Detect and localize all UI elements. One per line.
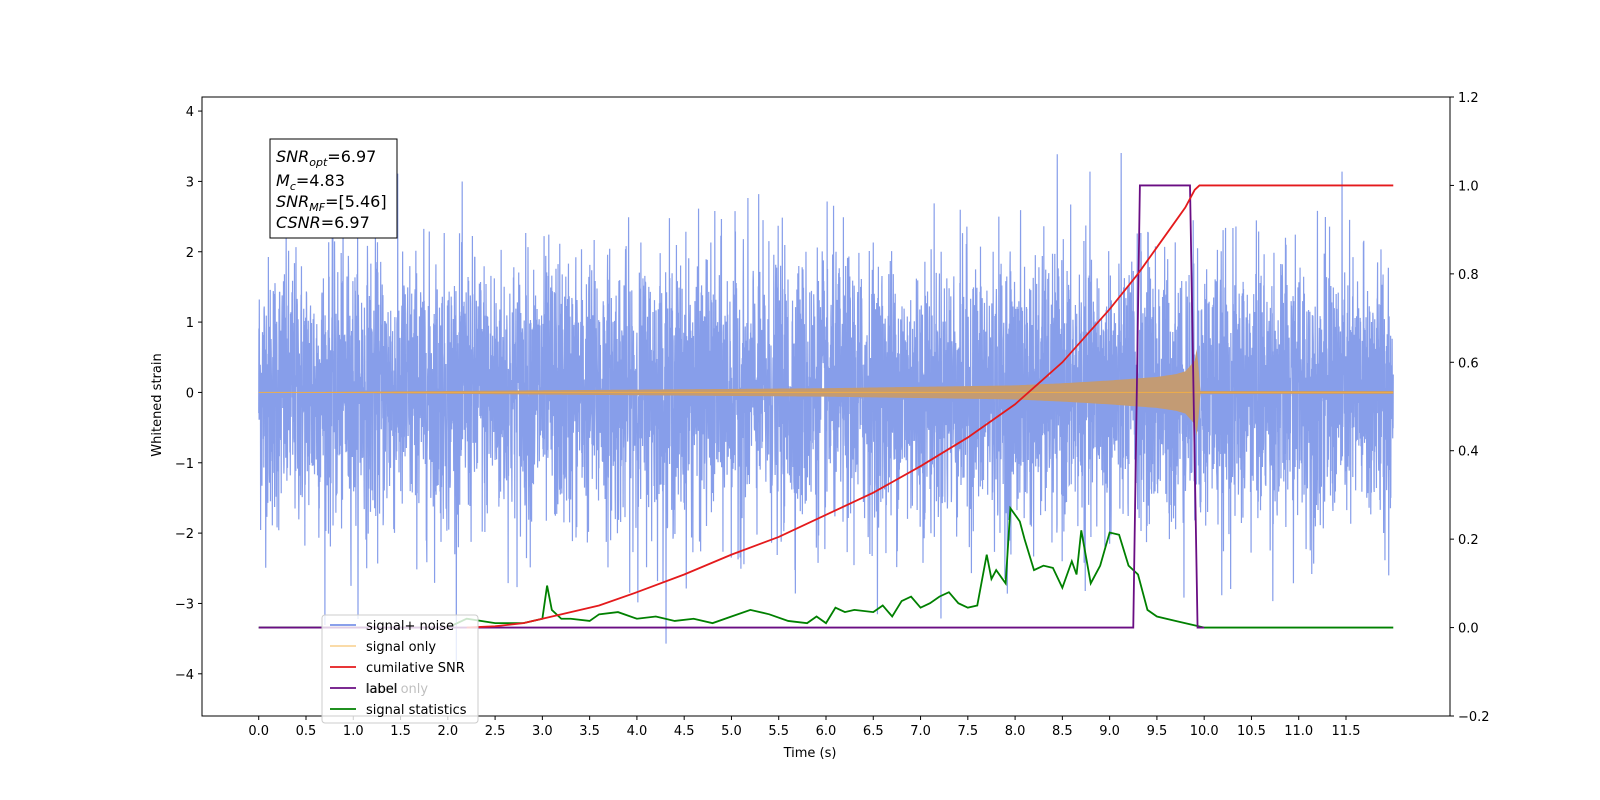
axis-ticks: 0.0 0.5 1.0 1.5 2.0 2.5 3.0 3.5 4.0 4.5 5.0 5.5 6.0 6… [175, 91, 1490, 739]
signal-noise-line [258, 152, 1394, 662]
y2-tick-label: 0.0 [1458, 622, 1479, 637]
y2-tick-label: 1.2 [1458, 91, 1479, 106]
x-tick-label: 7.5 [957, 724, 978, 739]
x-tick-label: 3.0 [532, 724, 553, 739]
x-tick-label: 0.5 [296, 724, 317, 739]
legend-label-signal-only: signal only [366, 640, 436, 655]
x-tick-label: 9.0 [1099, 724, 1120, 739]
y-tick-label: 2 [186, 246, 194, 261]
y2-tick-label: 0.2 [1458, 533, 1479, 548]
legend-occluded-text: label only [365, 682, 428, 697]
y-axis-label: Whitened strain [150, 353, 165, 456]
x-tick-label: 8.0 [1005, 724, 1026, 739]
x-tick-label: 10.5 [1237, 724, 1266, 739]
x-tick-label: 1.5 [390, 724, 411, 739]
right-axis-series [258, 184, 1394, 629]
y2-tick-label: 0.8 [1458, 268, 1479, 283]
x-tick-label: 9.5 [1147, 724, 1168, 739]
x-tick-label: 1.0 [343, 724, 364, 739]
legend-label-signal-statistics: signal statistics [366, 703, 467, 718]
stat-snr-mf: SNRMF=[5.46] [276, 192, 387, 214]
legend-label-cumulative-snr: cumilative SNR [366, 661, 465, 676]
y-tick-label: 3 [186, 175, 194, 190]
cumulative-snr-line [466, 184, 1394, 629]
y2-tick-label: −0.2 [1458, 710, 1490, 725]
y2-tick-label: 0.6 [1458, 356, 1479, 371]
signal-statistics-line [258, 505, 1394, 629]
y-tick-label: 4 [186, 105, 194, 120]
y-tick-label: −1 [175, 457, 194, 472]
legend-label-signal-noise: signal+ noise [366, 619, 454, 634]
y-tick-label: −2 [175, 527, 194, 542]
y2-tick-label: 0.4 [1458, 445, 1479, 460]
label-line [258, 184, 1205, 629]
x-tick-label: 0.0 [248, 724, 269, 739]
x-tick-label: 5.0 [721, 724, 742, 739]
x-tick-label: 11.0 [1284, 724, 1313, 739]
y-tick-label: −4 [175, 668, 194, 683]
x-tick-label: 6.0 [816, 724, 837, 739]
x-tick-label: 8.5 [1052, 724, 1073, 739]
x-tick-label: 4.5 [674, 724, 695, 739]
x-axis-label: Time (s) [783, 746, 837, 761]
x-tick-label: 5.5 [768, 724, 789, 739]
stat-csnr: CSNR=6.97 [276, 213, 370, 232]
stat-snr-opt: SNRopt=6.97 [276, 147, 376, 169]
y-tick-label: 1 [186, 316, 194, 331]
legend: label only signal+ noise signal only cum… [321, 614, 479, 724]
x-tick-label: 6.5 [863, 724, 884, 739]
y2-tick-label: 1.0 [1458, 179, 1479, 194]
x-tick-label: 4.0 [627, 724, 648, 739]
signal-noise-series [258, 152, 1394, 662]
x-tick-label: 2.5 [485, 724, 506, 739]
x-tick-label: 2.0 [437, 724, 458, 739]
legend-label-label: label [366, 682, 397, 697]
stats-box: SNRopt=6.97 Mc=4.83 SNRMF=[5.46] CSNR=6.… [269, 138, 398, 239]
x-tick-label: 11.5 [1332, 724, 1361, 739]
x-tick-label: 7.0 [910, 724, 931, 739]
x-tick-label: 3.5 [579, 724, 600, 739]
stat-mc: Mc=4.83 [276, 171, 345, 193]
x-tick-label: 10.0 [1190, 724, 1219, 739]
y-tick-label: −3 [175, 597, 194, 612]
signal-only-series [258, 349, 1394, 436]
y-tick-label: 0 [186, 386, 194, 401]
